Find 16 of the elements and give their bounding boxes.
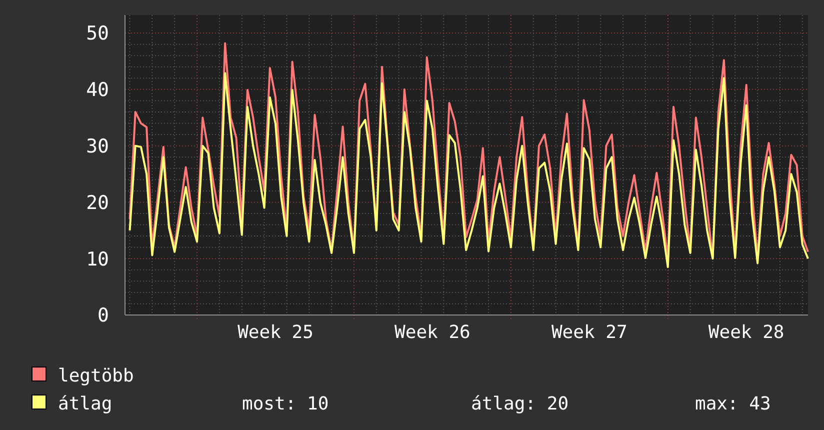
text: max: 43: [695, 393, 771, 414]
x-tick-label: Week 26: [394, 322, 470, 343]
y-tick-label: 10: [86, 248, 109, 270]
y-tick-label: 50: [86, 22, 109, 45]
x-tick-label: Week 25: [238, 322, 314, 343]
text: átlag: 20: [471, 393, 569, 414]
text: most: 10: [242, 393, 329, 414]
x-tick-label: Week 27: [551, 322, 628, 343]
y-tick-label: 30: [86, 135, 109, 158]
legend-label: átlag: [58, 393, 112, 414]
y-tick-label: 0: [98, 304, 109, 327]
y-tick-label: 40: [86, 79, 109, 102]
line-series: [128, 72, 809, 268]
legend-label: legtöbb: [58, 365, 134, 386]
x-tick-label: Week 28: [708, 322, 784, 343]
y-tick-label: 20: [86, 192, 109, 214]
